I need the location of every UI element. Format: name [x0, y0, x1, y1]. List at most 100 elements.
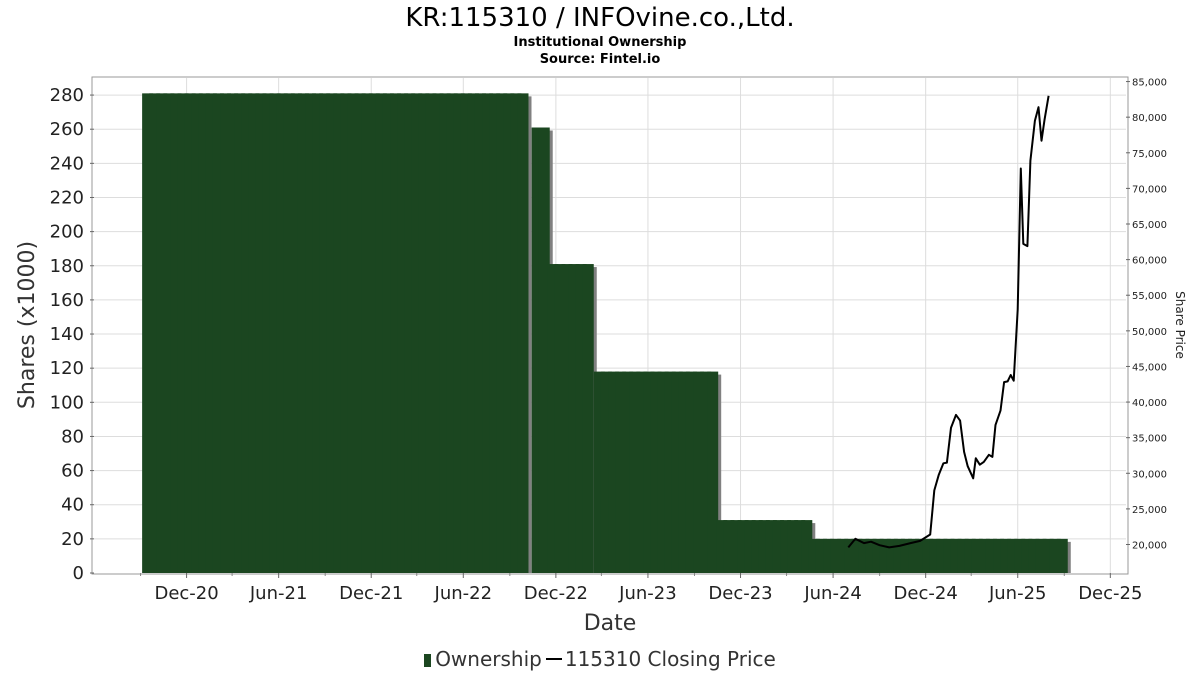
ownership-bar — [262, 93, 274, 574]
legend-ownership-label: Ownership — [435, 647, 542, 671]
x-tick-label: Dec-23 — [708, 583, 772, 604]
ownership-bar — [418, 93, 430, 574]
ownership-bar — [290, 93, 302, 574]
ownership-bar — [830, 538, 842, 573]
ownership-bar — [723, 520, 735, 573]
ownership-bar — [1021, 538, 1033, 573]
ownership-bar — [184, 93, 196, 574]
ownership-bar — [650, 371, 662, 573]
ownership-bar — [936, 538, 948, 573]
ownership-bar — [297, 93, 309, 574]
legend-price-label: 115310 Closing Price — [564, 647, 776, 671]
ownership-bar — [191, 93, 203, 574]
x-tick-label: Jun-22 — [434, 583, 493, 604]
ownership-bar — [943, 538, 955, 573]
ownership-bar — [636, 371, 648, 573]
ownership-bar — [808, 538, 820, 573]
ownership-bar — [404, 93, 416, 574]
ownership-bar — [269, 93, 281, 574]
ownership-bar — [865, 538, 877, 573]
ownership-bar — [1014, 538, 1026, 573]
chart-subtitle: Institutional Ownership — [513, 35, 687, 50]
ownership-bar — [765, 520, 777, 573]
ownership-bar — [922, 538, 934, 573]
ownership-bar — [837, 538, 849, 573]
legend-price-swatch — [545, 658, 562, 660]
y2-tick-label: 70,000 — [1132, 184, 1167, 195]
x-axis-title: Date — [584, 611, 637, 636]
ownership-bar — [397, 93, 409, 574]
x-tick-label: Dec-21 — [339, 583, 403, 604]
ownership-bar — [1000, 538, 1012, 573]
y-tick-label: 60 — [61, 461, 84, 482]
y2-axis-ticks: 20,000 25,000 30,000 35,000 40,000 45,000 50,0… — [1126, 78, 1167, 552]
y-tick-label: 20 — [61, 529, 84, 550]
ownership-bar — [643, 371, 655, 573]
y-tick-label: 220 — [50, 187, 84, 208]
ownership-bar — [993, 538, 1005, 573]
ownership-bar — [872, 538, 884, 573]
ownership-bar — [851, 538, 863, 573]
x-tick-label: Dec-20 — [154, 583, 218, 604]
y2-tick-label: 40,000 — [1132, 398, 1167, 409]
ownership-bar — [600, 371, 612, 573]
ownership-bar — [1049, 538, 1061, 573]
ownership-bar — [957, 538, 969, 573]
ownership-bar — [1028, 538, 1040, 573]
ownership-bar — [382, 93, 394, 574]
ownership-bar — [482, 93, 494, 574]
ownership-bar — [915, 538, 927, 573]
ownership-bar — [340, 93, 352, 574]
y2-tick-label: 55,000 — [1132, 291, 1167, 302]
ownership-bar — [772, 520, 784, 573]
x-tick-label: Dec-24 — [894, 583, 958, 604]
x-tick-label: Jun-23 — [618, 583, 677, 604]
ownership-bar — [439, 93, 451, 574]
ownership-bar — [823, 538, 835, 573]
x-axis-ticks: Dec-20 Jun-21 Dec-21 Jun-22 Dec-22 Jun-23 Dec-… — [140, 573, 1142, 604]
ownership-bar — [220, 93, 232, 574]
ownership-bar — [212, 93, 224, 574]
ownership-bar — [390, 93, 402, 574]
ownership-bar — [678, 371, 690, 573]
ownership-bar — [716, 520, 728, 573]
y-tick-label: 0 — [73, 563, 84, 584]
ownership-bar — [801, 520, 813, 573]
y2-tick-label: 75,000 — [1132, 149, 1167, 160]
ownership-bar — [347, 93, 359, 574]
ownership-bar — [1007, 538, 1019, 573]
ownership-bar — [929, 538, 941, 573]
ownership-bar — [333, 93, 345, 574]
ownership-bar — [908, 538, 920, 573]
y-tick-label: 40 — [61, 495, 84, 516]
ownership-bar — [844, 538, 856, 573]
ownership-bar — [276, 93, 288, 574]
y-axis-title: Shares (x1000) — [15, 241, 40, 409]
y2-tick-label: 65,000 — [1132, 220, 1167, 231]
ownership-bar — [964, 538, 976, 573]
ownership-bar — [893, 538, 905, 573]
y-tick-label: 280 — [50, 85, 84, 106]
ownership-bar — [149, 93, 161, 574]
ownership-bars — [142, 93, 1071, 574]
x-tick-label: Dec-22 — [524, 583, 588, 604]
ownership-bar — [503, 93, 515, 574]
y-tick-label: 260 — [50, 119, 84, 140]
ownership-bar — [693, 371, 705, 573]
legend-ownership-swatch — [424, 654, 432, 667]
y-tick-label: 100 — [50, 392, 84, 413]
chart-source: Source: Fintel.io — [539, 52, 661, 67]
ownership-bar — [255, 93, 267, 574]
ownership-bar — [425, 93, 437, 574]
ownership-chart: 020406080100120140160180200220240260280 … — [15, 76, 1187, 636]
ownership-bar — [432, 93, 444, 574]
ownership-bar — [538, 127, 550, 573]
ownership-bar — [1035, 538, 1047, 573]
price-line-layer — [847, 95, 1050, 549]
ownership-bar — [657, 371, 669, 573]
ownership-bar — [978, 538, 990, 573]
y-tick-label: 160 — [50, 290, 84, 311]
ownership-bar — [1042, 538, 1054, 573]
y2-tick-label: 25,000 — [1132, 505, 1167, 516]
ownership-bar — [561, 264, 573, 573]
